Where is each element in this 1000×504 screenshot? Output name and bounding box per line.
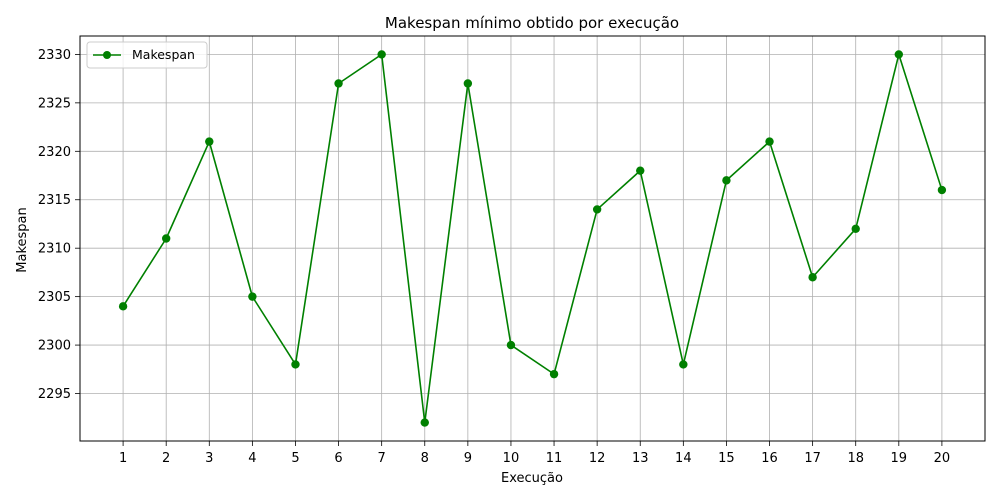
data-point bbox=[851, 224, 860, 234]
data-point bbox=[118, 302, 128, 311]
data-point bbox=[937, 185, 947, 195]
data-point bbox=[377, 50, 386, 59]
plot-frame bbox=[79, 35, 986, 442]
data-point bbox=[506, 340, 516, 350]
data-point bbox=[636, 166, 645, 175]
x-tick-label: 16 bbox=[761, 451, 778, 466]
data-point bbox=[420, 418, 429, 427]
y-tick-label: 2310 bbox=[38, 242, 71, 257]
data-point bbox=[463, 79, 473, 88]
y-tick-label: 2330 bbox=[38, 48, 71, 63]
legend: Makespan bbox=[86, 41, 208, 69]
x-tick-label: 1 bbox=[119, 451, 127, 466]
y-tick-label: 2305 bbox=[38, 290, 71, 305]
data-point bbox=[291, 360, 300, 369]
series-line bbox=[122, 53, 943, 424]
data-point bbox=[722, 176, 731, 185]
x-tick-label: 5 bbox=[291, 451, 299, 466]
x-tick-label: 17 bbox=[804, 451, 821, 466]
y-tick-label: 2295 bbox=[38, 387, 71, 402]
legend-marker-swatch bbox=[103, 51, 111, 59]
x-tick-label: 2 bbox=[162, 451, 170, 466]
chart-title: Makespan mínimo obtido por execução bbox=[385, 14, 679, 32]
x-tick-label: 20 bbox=[934, 451, 951, 466]
y-tick-label: 2325 bbox=[38, 96, 71, 111]
x-tick-label: 12 bbox=[589, 451, 606, 466]
x-axis: 1 2 3 4 5 6 7 8 9 10 11 12 13 14 15 16 17 18 19 20 bbox=[119, 441, 950, 466]
x-tick-label: 6 bbox=[334, 451, 342, 466]
x-tick-label: 19 bbox=[891, 451, 908, 466]
legend-box bbox=[86, 41, 208, 69]
data-point bbox=[248, 292, 257, 301]
x-tick-label: 18 bbox=[847, 451, 864, 466]
y-axis-label: Makespan bbox=[15, 207, 30, 272]
x-tick-label: 9 bbox=[464, 451, 472, 466]
y-tick-label: 2315 bbox=[38, 193, 71, 208]
grid-lines bbox=[80, 36, 985, 441]
data-point bbox=[808, 273, 817, 282]
x-tick-label: 15 bbox=[718, 451, 735, 466]
x-tick-label: 11 bbox=[546, 451, 563, 466]
x-tick-label: 4 bbox=[248, 451, 256, 466]
legend-label: Makespan bbox=[132, 47, 195, 62]
x-tick-label: 13 bbox=[632, 451, 649, 466]
x-tick-label: 7 bbox=[378, 451, 386, 466]
data-point bbox=[894, 50, 904, 59]
x-tick-label: 10 bbox=[503, 451, 520, 466]
data-point bbox=[205, 137, 214, 146]
data-point bbox=[592, 205, 602, 214]
series-layer bbox=[118, 50, 947, 427]
y-tick-label: 2320 bbox=[38, 145, 71, 160]
x-tick-label: 14 bbox=[675, 451, 692, 466]
y-axis: 2295 2300 2305 2310 2315 2320 2325 2330 bbox=[38, 48, 80, 402]
x-axis-label: Execução bbox=[501, 471, 563, 486]
data-point bbox=[161, 234, 171, 243]
x-tick-label: 3 bbox=[205, 451, 213, 466]
data-point bbox=[765, 137, 774, 146]
data-point bbox=[549, 369, 559, 379]
y-tick-label: 2300 bbox=[38, 339, 71, 354]
data-point bbox=[334, 79, 343, 88]
data-point bbox=[679, 360, 688, 369]
x-tick-label: 8 bbox=[421, 451, 429, 466]
